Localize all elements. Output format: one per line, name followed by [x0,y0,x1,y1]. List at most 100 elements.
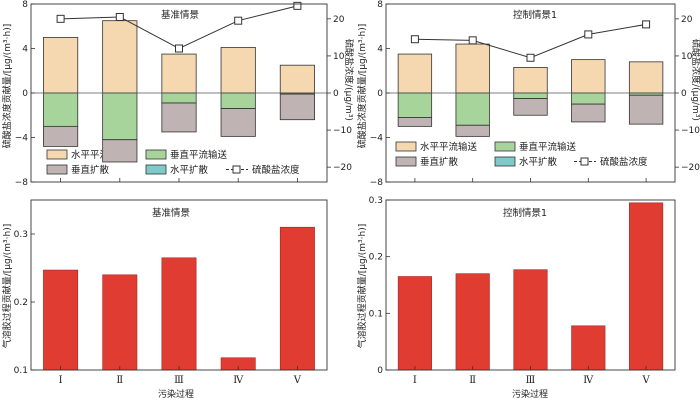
y2-tick-label: −20 [681,163,700,173]
plot-area: −20 −10 0 10 20 −8 −4 0 4 8 [370,0,700,188]
x-axis-label: 污染过程 [512,388,548,400]
panel-top-right: 控制情景1 硫酸盐浓度贡献量/[μg/(m³·h)] 硫酸盐浓度/(μg/m³)… [356,0,700,188]
bar-vertical-diffusion [161,102,197,133]
bar-vertical-diffusion [455,124,490,137]
x-tick-label: Ⅲ [526,375,536,386]
panel-title: 基准情景 [161,9,199,21]
y-tick-label: 0.1 [369,309,383,319]
plot-area: 0 0.1 0.2 0.3 Ⅰ Ⅱ Ⅲ Ⅳ Ⅴ [369,196,676,386]
bar-horizontal-advection [513,67,548,94]
bar-vertical-advection [220,92,256,109]
bar-horizontal-advection [455,43,490,94]
legend-swatch-vertical-diffusion [395,156,417,167]
concentration-marker [468,36,477,45]
y2-tick-label: −20 [333,163,352,173]
legend-swatch-horizontal-advection [395,141,417,152]
bar-vertical-advection [571,92,606,105]
bar-vertical-advection [161,92,197,104]
concentration-marker [56,14,65,23]
y2-tick-label: 0 [333,89,339,99]
bar-horizontal-advection [102,20,138,94]
x-tick-label: Ⅲ [174,375,184,386]
y-tick-label: 0.2 [369,253,383,263]
bar-horizontal-advection [43,36,79,94]
y-tick-label: −4 [15,134,29,144]
y-tick-label: 0 [22,89,28,99]
bar-aerosol [161,257,197,371]
panel-title: 基准情景 [152,207,190,219]
y-tick-label: 0.3 [369,196,383,206]
legend-label-vertical-diffusion: 垂直扩散 [71,164,110,176]
x-tick-label: Ⅰ [59,375,63,386]
bar-vertical-diffusion [513,98,548,116]
bar-aerosol [455,273,490,371]
y2-axis-label: 硫酸盐浓度/(μg/m³) [690,39,700,121]
x-tick-label: Ⅳ [583,375,594,386]
legend-label-vertical-advection: 垂直平流输送 [519,141,577,153]
bar-vertical-diffusion [571,103,606,123]
y-tick-label: −8 [15,178,29,188]
x-tick-label: Ⅴ [641,375,650,386]
y-tick-label: −4 [370,134,384,144]
bar-vertical-diffusion [628,94,664,125]
legend-label-vertical-advection: 垂直平流输送 [170,149,228,161]
bar-horizontal-advection [161,53,197,94]
bar-vertical-diffusion [397,117,433,127]
plot-area: 0.1 0.2 0.3 Ⅰ Ⅱ Ⅲ Ⅳ Ⅴ [14,199,328,386]
x-tick-label: Ⅱ [116,375,123,386]
y2-axis-label: 硫酸盐浓度/(μg/m³) [343,39,355,121]
y-axis-label: 硫酸盐浓度贡献量/[μg/(m³·h)] [1,24,13,149]
concentration-marker [526,53,535,62]
bar-vertical-advection [455,92,490,126]
bar-aerosol [397,276,432,371]
legend: 水平平流输送 垂直平流输送 垂直扩散 水平扩散 硫酸盐浓度 [395,141,648,168]
y-tick-label: 0.3 [14,230,28,240]
legend-swatch-vertical-diffusion [46,164,68,175]
y-axis-label: 气溶胶过程贡献量/[μg/(m³·h)] [356,224,368,349]
bar-aerosol [629,202,664,371]
legend-label-horizontal-advection: 水平平流输送 [420,141,478,153]
y-axis-label: 气溶胶过程贡献量/[μg/(m³·h)] [1,224,13,349]
plot-area: −20 −10 0 10 20 −8 −4 0 4 8 [15,0,353,188]
x-axis-label: 污染过程 [158,388,194,400]
y-tick-label: 0.2 [14,298,28,308]
legend-swatch-horizontal-diffusion [145,164,167,175]
y-tick-label: 8 [377,0,383,10]
panel-bottom-right: 控制情景1 气溶胶过程贡献量/[μg/(m³·h)] 污染过程 00.10.20… [356,196,676,400]
legend-swatch-vertical-advection [494,141,516,152]
y2-tick-label: 0 [681,89,687,99]
legend-label-horizontal-diffusion: 水平扩散 [170,164,209,176]
panel-bottom-left: 基准情景 气溶胶过程贡献量/[μg/(m³·h)] 污染过程 0.1 0.2 0.3… [1,199,328,400]
bars [397,43,664,137]
legend-label-concentration: 硫酸盐浓度 [252,164,300,176]
bar-aerosol [43,269,79,371]
concentration-marker [410,35,419,44]
concentration-marker [584,30,593,39]
y2-tick-label: 20 [333,15,345,25]
concentration-marker [293,1,302,10]
legend-marker-concentration [580,157,589,166]
y-tick-label: 8 [22,0,28,10]
y-tick-label: 0 [377,89,383,99]
bar-vertical-diffusion [102,139,138,163]
legend-swatch-horizontal-advection [46,149,68,160]
y-tick-label: −8 [370,178,384,188]
y2-tick-label: −10 [333,126,352,136]
concentration-marker [642,20,651,29]
bars [43,226,315,371]
legend-marker-concentration [232,165,241,174]
bar-aerosol [279,226,315,371]
concentration-marker [115,12,124,21]
x-tick-label: Ⅳ [233,375,244,386]
legend-label-horizontal-diffusion: 水平扩散 [519,156,558,168]
bar-vertical-diffusion [43,125,79,147]
bar-vertical-diffusion [220,108,256,137]
y2-tick-label: 10 [681,52,693,62]
legend-swatch-horizontal-diffusion [494,156,516,167]
y-axis-label: 硫酸盐浓度贡献量/[μg/(m³·h)] [356,24,368,149]
bar-vertical-advection [102,92,138,141]
x-tick-label: Ⅱ [469,375,476,386]
legend-label-concentration: 硫酸盐浓度 [600,156,648,168]
bar-vertical-diffusion [279,93,315,121]
